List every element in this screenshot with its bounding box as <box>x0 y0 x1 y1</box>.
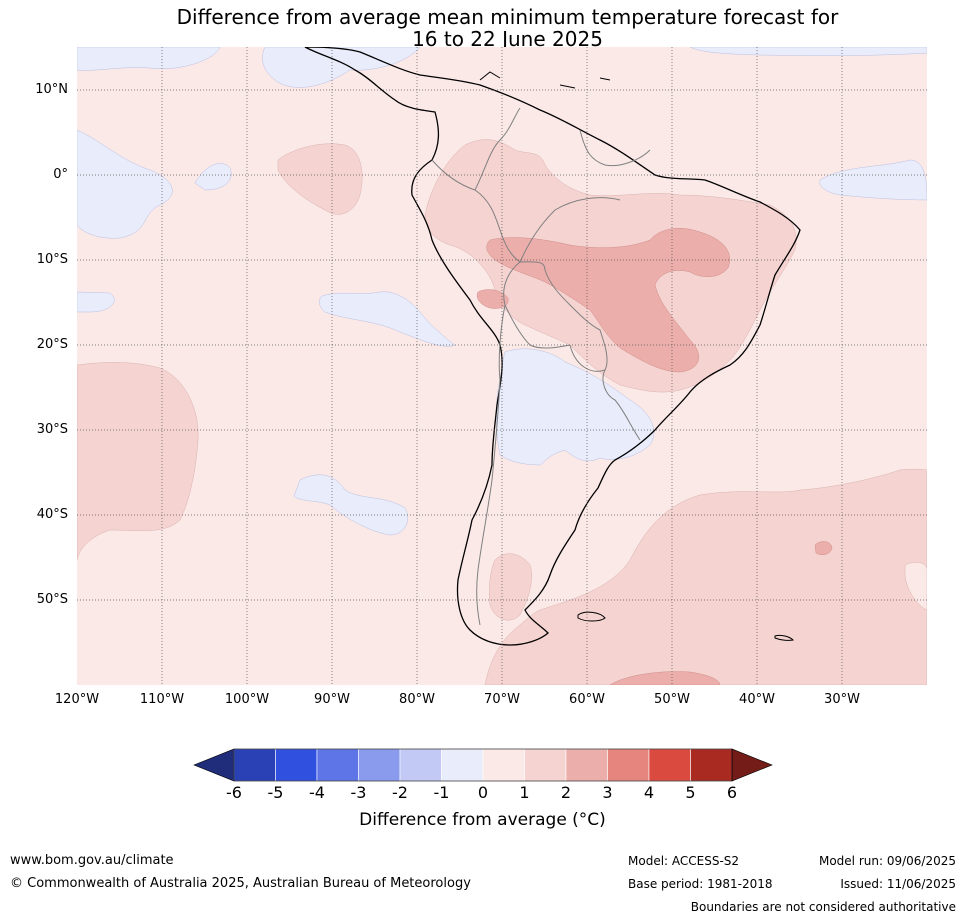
anomaly-pos23-atlantic <box>814 541 833 555</box>
anomaly-neg-patch-w10s <box>77 291 115 313</box>
colorbar-segment-3 <box>316 748 359 782</box>
lat-label-40s: 40°S <box>36 507 68 522</box>
lon-label-100w: 100°W <box>224 692 270 707</box>
falkland-islands <box>577 611 606 622</box>
colorbar-tick-m1: -1 <box>433 783 450 802</box>
anomaly-pos23-south <box>609 671 721 685</box>
caribbean-islands <box>479 71 611 89</box>
colorbar-tick-m5: -5 <box>267 783 284 802</box>
anomaly-neg-patch-equator <box>77 129 173 239</box>
colorbar-segment-9 <box>565 748 608 782</box>
colorbar-segment-11 <box>648 748 691 782</box>
colorbar-tick-m3: -3 <box>350 783 367 802</box>
lon-label-90w: 90°W <box>314 692 350 707</box>
colorbar-segment-4 <box>358 748 401 782</box>
lat-label-30s: 30°S <box>36 422 68 437</box>
colorbar-tick-m4: -4 <box>309 783 325 802</box>
anomaly-neg-patch-ne-top <box>689 47 927 56</box>
colorbar-segment-5 <box>399 748 442 782</box>
lat-label-10s: 10°S <box>36 252 68 267</box>
lat-label-50s: 50°S <box>36 592 68 607</box>
colorbar-extend-low <box>193 748 235 782</box>
colorbar-tick-2: 2 <box>560 783 572 802</box>
anomaly-pos12-west <box>77 362 199 561</box>
colorbar-segment-12 <box>690 748 733 782</box>
anomaly-neg-patch-small <box>194 163 232 191</box>
map-title-line1: Difference from average mean minimum tem… <box>176 5 839 29</box>
colorbar-tick-3: 3 <box>602 783 613 802</box>
colorbar-segment-2 <box>275 748 318 782</box>
anomaly-pos23-peru <box>476 289 509 309</box>
colorbar-segment-10 <box>607 748 650 782</box>
footer-model: Model: ACCESS-S2 <box>628 854 740 868</box>
map-title-line2: 16 to 22 June 2025 <box>412 27 603 51</box>
lon-label-110w: 110°W <box>139 692 185 707</box>
anomaly-neg-patch-ne <box>819 159 927 201</box>
lon-label-80w: 80°W <box>399 692 435 707</box>
lon-label-30w: 30°W <box>824 692 860 707</box>
anomaly-pos12-southatlantic <box>484 468 927 685</box>
lon-label-120w: 120°W <box>54 692 100 707</box>
colorbar-segment-7 <box>482 748 525 782</box>
colorbar-tick-m2: -2 <box>392 783 408 802</box>
lat-label-10n: 10°N <box>35 82 68 97</box>
colorbar-segment-6 <box>441 748 484 782</box>
colorbar-segment-1 <box>233 748 276 782</box>
footer-model-run: Model run: 09/06/2025 <box>818 854 956 868</box>
colorbar-tick-1: 1 <box>519 783 530 802</box>
anomaly-neg-patch-40s <box>293 474 408 536</box>
lat-label-0: 0° <box>53 167 68 182</box>
forecast-map <box>77 47 927 685</box>
colorbar-tick-4: 4 <box>643 783 655 802</box>
country-borders <box>431 107 651 626</box>
footer-url: www.bom.gov.au/climate <box>10 853 174 868</box>
colorbar-segment-8 <box>524 748 567 782</box>
footer-disclaimer: Boundaries are not considered authoritat… <box>690 900 956 914</box>
footer-issued: Issued: 11/06/2025 <box>840 877 956 891</box>
lon-label-50w: 50°W <box>654 692 690 707</box>
lon-label-40w: 40°W <box>739 692 775 707</box>
colorbar-tick-0: 0 <box>477 783 489 802</box>
colorbar-outline <box>233 748 733 782</box>
map-gridlines <box>77 47 927 685</box>
lon-label-60w: 60°W <box>569 692 605 707</box>
south-georgia-island <box>774 634 795 641</box>
anomaly-pos01-se-pocket <box>904 562 927 611</box>
lon-label-70w: 70°W <box>484 692 520 707</box>
anomaly-neg-patch-north <box>262 47 421 88</box>
lat-label-20s: 20°S <box>36 337 68 352</box>
anomaly-neg-patch-15s <box>319 291 456 347</box>
colorbar-label: Difference from average (°C) <box>359 810 606 830</box>
colorbar-tick-m6: -6 <box>226 783 242 802</box>
anomaly-neg-patch-nw <box>77 47 221 71</box>
footer-copyright: © Commonwealth of Australia 2025, Austra… <box>10 876 471 891</box>
anomaly-pos12-galapagos <box>277 143 363 215</box>
footer-base-period: Base period: 1981-2018 <box>628 877 773 891</box>
anomaly-pos12-patagonia <box>488 553 532 621</box>
colorbar-extend-high <box>731 748 773 782</box>
colorbar-tick-6: 6 <box>726 783 738 802</box>
colorbar-tick-5: 5 <box>685 783 696 802</box>
